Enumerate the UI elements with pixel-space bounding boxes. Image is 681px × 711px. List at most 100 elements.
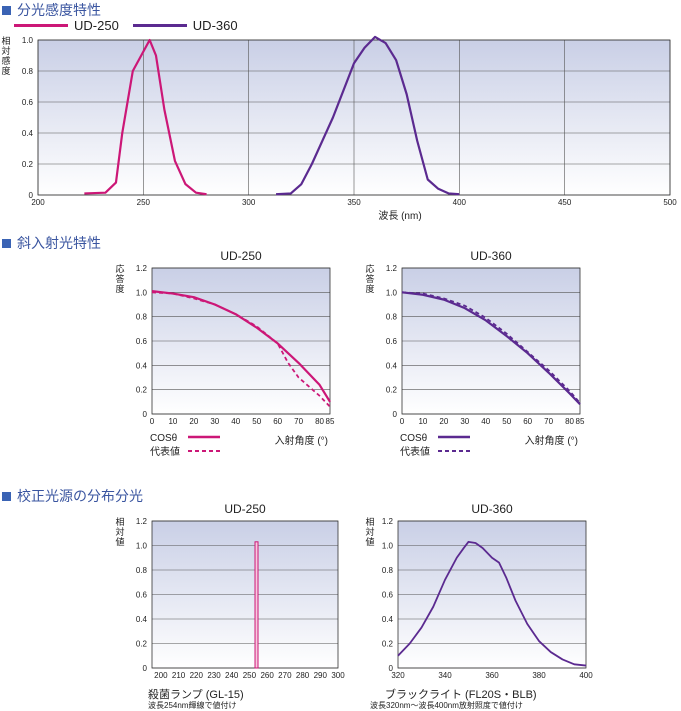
plot-frame xyxy=(397,520,587,669)
x-tick-label: 230 xyxy=(207,671,221,680)
x-tick-label: 40 xyxy=(231,417,240,426)
x-tick-label: 290 xyxy=(314,671,328,680)
x-tick-label: 70 xyxy=(544,417,553,426)
source-chart-ud360: UD-360 0 0.2 0.4 0.6 0.8 1.0 1.2 320 340 360 380 400… xyxy=(365,502,606,686)
section-title-spectral: 分光感度特性 xyxy=(2,0,101,20)
plot-frame xyxy=(37,39,671,196)
legend-label-ud250: UD-250 xyxy=(74,18,119,33)
source-chart-ud250: UD-250 0 0.2 0.4 0.6 0.8 1.0 1.2 200 210 220 230 240… xyxy=(115,502,345,686)
y-tick-label: 1.2 xyxy=(386,264,398,273)
y-tick-label: 1.2 xyxy=(382,517,394,526)
y-tick-label: 1.0 xyxy=(382,542,394,551)
y-tick-label: 0.2 xyxy=(382,640,394,649)
x-tick-label: 85 xyxy=(326,417,335,426)
y-tick-label: 1.2 xyxy=(136,264,148,273)
x-tick-label: 60 xyxy=(273,417,282,426)
x-tick-label: 0 xyxy=(150,417,155,426)
y-axis-label-char: 相 xyxy=(365,516,374,527)
y-tick-label: 1.0 xyxy=(136,542,148,551)
y-axis-label-char: 度 xyxy=(1,65,10,76)
y-tick-label: 0 xyxy=(393,410,398,419)
y-tick-label: 0.4 xyxy=(382,615,394,624)
y-axis-label-char: 値 xyxy=(365,536,374,547)
y-tick-label: 0 xyxy=(389,664,394,673)
x-tick-label: 260 xyxy=(260,671,274,680)
x-tick-label: 0 xyxy=(400,417,405,426)
x-tick-label: 350 xyxy=(347,198,361,207)
caption-ud360: ブラックライト (FL20S・BLB) xyxy=(385,689,537,701)
emission-line-bar xyxy=(254,541,259,669)
y-tick-label: 0.2 xyxy=(386,386,398,395)
y-tick-label: 1.0 xyxy=(136,288,148,297)
y-tick-label: 1.0 xyxy=(22,36,34,45)
y-tick-label: 0.8 xyxy=(136,313,148,322)
legend-label-typical: 代表値 xyxy=(150,445,180,458)
x-tick-label: 50 xyxy=(252,417,261,426)
square-bullet-icon xyxy=(2,238,11,248)
x-tick-label: 10 xyxy=(168,417,177,426)
spectrum-line xyxy=(397,540,587,667)
plot-frame xyxy=(151,267,331,415)
x-tick-label: 200 xyxy=(154,671,168,680)
y-axis-label-char: 対 xyxy=(365,526,374,537)
square-bullet-icon xyxy=(2,5,11,15)
legend-line-ud360 xyxy=(132,24,187,27)
y-axis-label-char: 値 xyxy=(115,536,124,547)
oblique-chart-ud250: UD-250 0 0.2 0.4 0.6 0.8 1.0 1.2 0 10 20 30 40 50 60 70… xyxy=(115,249,335,458)
x-tick-label: 250 xyxy=(137,198,151,207)
legend-item-ud360: UD-360 xyxy=(132,18,238,33)
y-axis-label-char: 度 xyxy=(365,283,374,294)
y-tick-label: 0.2 xyxy=(22,160,34,169)
x-tick-label: 240 xyxy=(225,671,239,680)
x-tick-label: 380 xyxy=(532,671,546,680)
x-tick-label: 60 xyxy=(523,417,532,426)
x-tick-label: 40 xyxy=(481,417,490,426)
x-tick-label: 270 xyxy=(278,671,292,680)
legend-label-ud360: UD-360 xyxy=(192,18,238,33)
chart-title: UD-360 xyxy=(471,502,513,516)
y-axis-label-char: 対 xyxy=(1,45,10,56)
y-axis-label-char: 感 xyxy=(1,55,10,66)
x-tick-label: 320 xyxy=(391,671,405,680)
subcaption-ud250: 波長254nm輝線で値付け xyxy=(148,701,237,710)
y-axis-label-char: 応 xyxy=(365,263,374,274)
legend-label-cos: COSθ xyxy=(150,433,178,444)
x-axis-label: 波長 (nm) xyxy=(295,685,338,686)
x-axis-label: 入射角度 (°) xyxy=(275,434,328,447)
square-bullet-icon xyxy=(2,491,11,501)
x-tick-label: 80 xyxy=(315,417,324,426)
chart-title: UD-250 xyxy=(220,249,262,263)
x-tick-label: 220 xyxy=(190,671,204,680)
x-tick-label: 80 xyxy=(565,417,574,426)
x-axis-label: 波長 (nm) xyxy=(378,209,421,222)
y-axis-label-char: 相 xyxy=(1,35,10,46)
x-tick-label: 20 xyxy=(439,417,448,426)
y-tick-label: 0.4 xyxy=(386,361,398,370)
y-tick-label: 1.0 xyxy=(386,288,398,297)
spectral-legend: UD-250 UD-360 xyxy=(14,18,238,33)
section-title-source: 校正光源の分布分光 xyxy=(2,486,143,506)
y-tick-label: 0 xyxy=(29,191,34,200)
y-tick-label: 0.8 xyxy=(136,566,148,575)
chart-title: UD-360 xyxy=(470,249,512,263)
legend-line-ud250 xyxy=(14,24,68,27)
oblique-chart-ud360: UD-360 0 0.2 0.4 0.6 0.8 1.0 1.2 0 10 20 30 40 50 60 70… xyxy=(365,249,585,458)
section-title-text: 分光感度特性 xyxy=(17,2,101,18)
chart-title: UD-250 xyxy=(224,502,266,516)
x-axis-label: 入射角度 (°) xyxy=(525,434,578,447)
series-line-ud360 xyxy=(275,35,460,196)
x-axis-label: 波長 (nm) xyxy=(563,685,606,686)
y-tick-label: 0.4 xyxy=(136,361,148,370)
y-axis-label-char: 答 xyxy=(365,273,374,284)
subcaption-ud360: 波長320nm～波長400nm放射照度で値付け xyxy=(370,701,523,710)
x-tick-label: 400 xyxy=(579,671,593,680)
y-tick-label: 0.8 xyxy=(382,566,394,575)
x-tick-label: 85 xyxy=(576,417,585,426)
x-tick-label: 300 xyxy=(242,198,256,207)
plot-frame xyxy=(151,520,339,669)
y-tick-label: 0 xyxy=(143,410,148,419)
x-tick-label: 20 xyxy=(189,417,198,426)
section-title-oblique: 斜入射光特性 xyxy=(2,233,101,253)
x-tick-label: 70 xyxy=(294,417,303,426)
plot-frame xyxy=(401,267,581,415)
